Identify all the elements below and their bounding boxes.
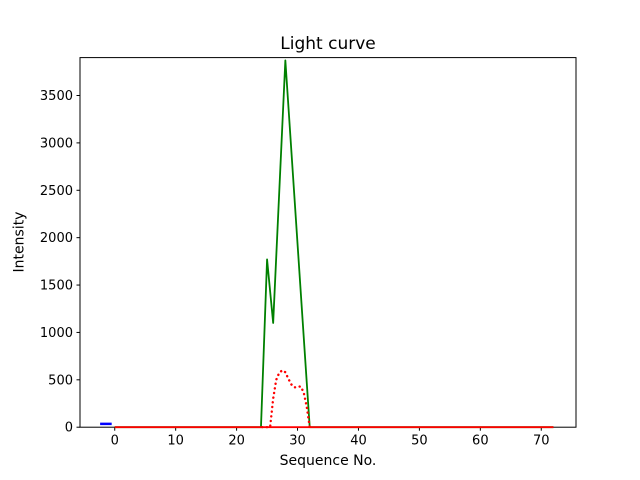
chart-title: Light curve [280, 34, 376, 54]
x-tick-label: 70 [533, 434, 550, 449]
y-tick-label: 1000 [40, 326, 73, 341]
plot-frame [79, 57, 577, 428]
y-tick-label: 2500 [40, 184, 73, 199]
y-tick-label: 0 [65, 421, 73, 436]
x-tick-label: 20 [228, 434, 245, 449]
y-tick-label: 500 [48, 373, 73, 388]
x-tick-label: 10 [167, 434, 184, 449]
y-tick-label: 1500 [40, 279, 73, 294]
y-tick-label: 3500 [40, 89, 73, 104]
x-tick-label: 30 [289, 434, 306, 449]
x-tick-label: 60 [472, 434, 489, 449]
y-tick-label: 3000 [40, 136, 73, 151]
y-tick-label: 2000 [40, 231, 73, 246]
x-tick-label: 0 [111, 434, 119, 449]
series-green-curve [114, 59, 554, 429]
x-axis-label: Sequence No. [279, 453, 377, 469]
x-tick-label: 50 [411, 434, 428, 449]
series-red-dotted-curve [260, 369, 311, 429]
x-tick-label: 40 [350, 434, 367, 449]
